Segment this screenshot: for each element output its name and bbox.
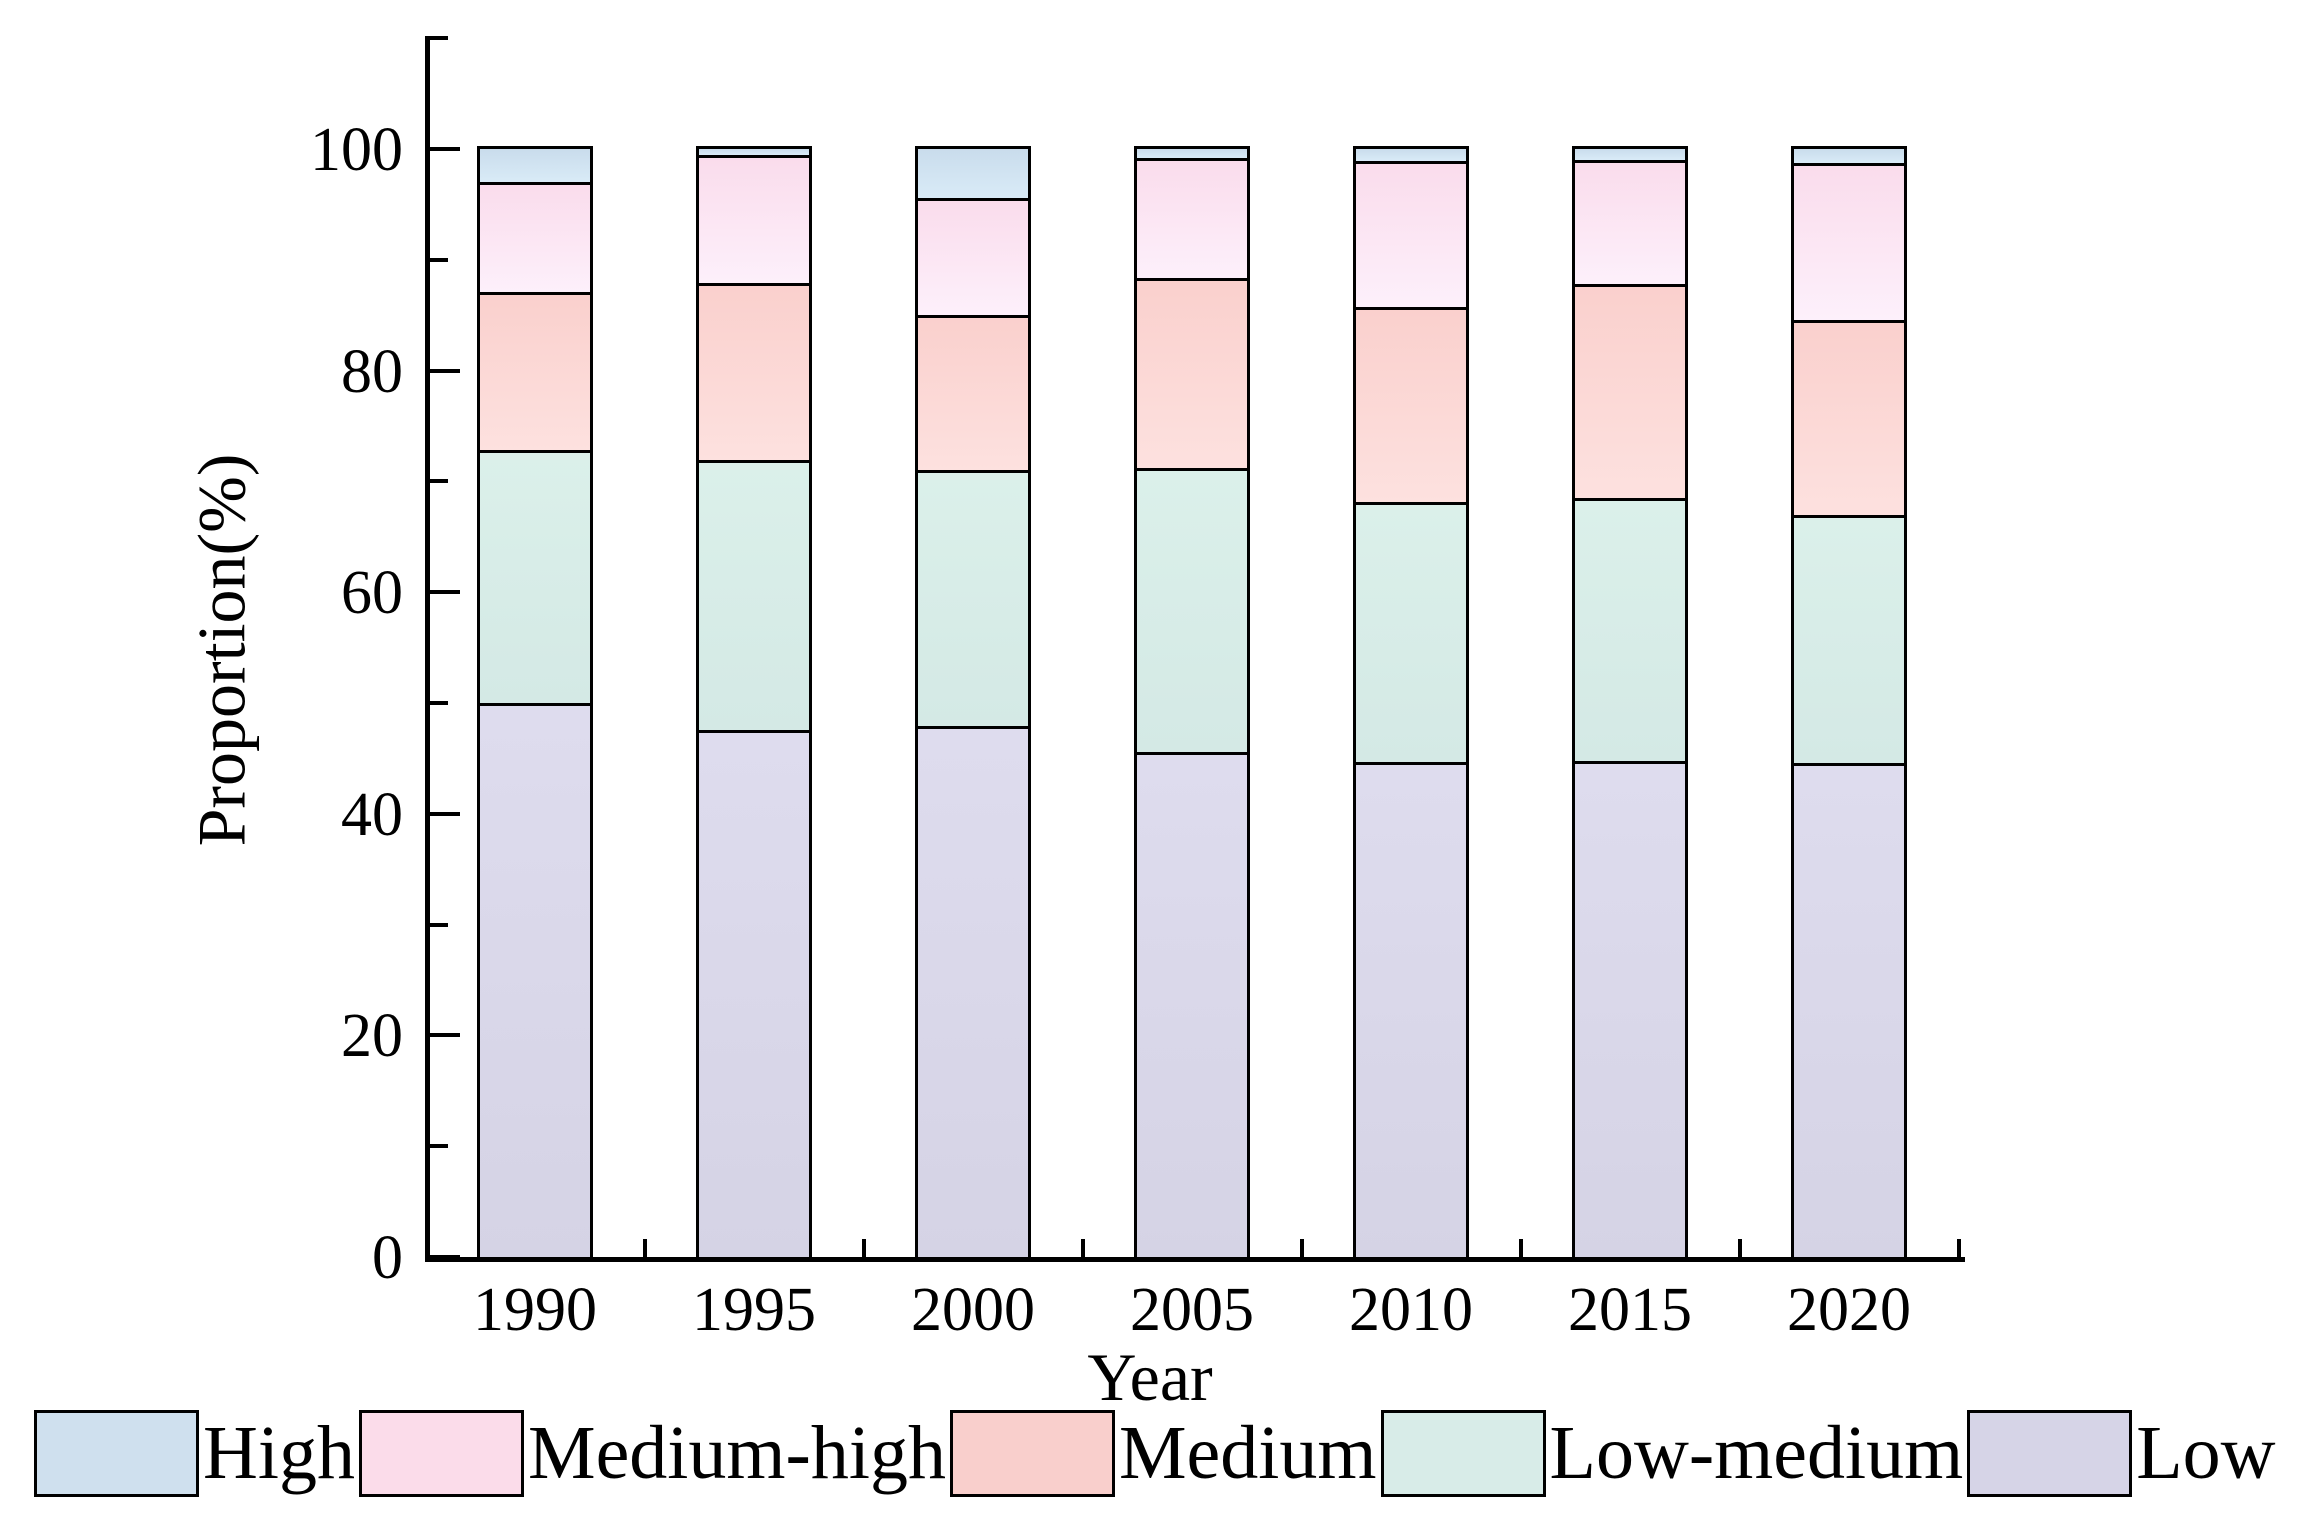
bar-segment-medium-high xyxy=(1137,157,1247,278)
bar-segment-high xyxy=(918,149,1028,198)
bar-segment-medium xyxy=(1794,319,1904,515)
x-tick-label: 1990 xyxy=(473,1276,597,1344)
x-tick-label: 2000 xyxy=(911,1276,1035,1344)
bar-segment-medium xyxy=(1137,277,1247,469)
x-minor-tick xyxy=(861,1239,866,1257)
bar-segment-medium xyxy=(480,291,590,451)
bar-segment-low xyxy=(918,726,1028,1257)
bar-segment-low-medium xyxy=(480,450,590,703)
bar-segment-low xyxy=(1794,762,1904,1257)
x-tick-label: 2015 xyxy=(1568,1276,1692,1344)
y-tick-label: 100 xyxy=(310,116,403,184)
bar-2005 xyxy=(1134,146,1250,1260)
x-minor-tick xyxy=(1299,1239,1304,1257)
y-tick-label: 40 xyxy=(341,780,403,849)
legend-swatch-high xyxy=(34,1410,199,1497)
bar-segment-high xyxy=(1137,149,1247,158)
legend-swatch-medium-high xyxy=(359,1410,524,1497)
y-major-tick xyxy=(430,590,460,595)
y-major-tick xyxy=(430,368,460,373)
legend-swatch-low-medium xyxy=(1380,1410,1546,1497)
bar-segment-low-medium xyxy=(1794,514,1904,763)
y-minor-tick xyxy=(430,1144,448,1149)
bar-segment-high xyxy=(1356,149,1466,162)
bar-segment-low xyxy=(480,702,590,1257)
bar-segment-low-medium xyxy=(699,460,809,730)
legend-label: Medium xyxy=(1118,1411,1377,1495)
bar-segment-medium-high xyxy=(918,197,1028,316)
legend-item-high: High xyxy=(34,1410,359,1497)
bar-segment-low xyxy=(699,729,809,1257)
x-minor-tick xyxy=(642,1239,647,1257)
bar-segment-low-medium xyxy=(1356,502,1466,762)
legend-label: Medium-high xyxy=(528,1411,946,1495)
y-major-tick xyxy=(430,1255,460,1259)
y-tick-label: 60 xyxy=(341,559,403,628)
bar-segment-low-medium xyxy=(1575,498,1685,761)
legend-item-low: Low xyxy=(1967,1410,2279,1497)
legend-item-low-medium: Low-medium xyxy=(1380,1410,1968,1497)
x-tick-label: 2020 xyxy=(1787,1276,1911,1344)
bar-2000 xyxy=(915,146,1031,1260)
y-minor-tick xyxy=(430,36,448,41)
bar-2020 xyxy=(1791,146,1907,1260)
bar-segment-high xyxy=(480,149,590,183)
y-major-tick xyxy=(430,1033,460,1038)
y-axis-line xyxy=(425,36,430,1262)
legend-label: Low xyxy=(2136,1411,2276,1495)
legend-item-medium: Medium xyxy=(949,1410,1381,1497)
x-minor-tick xyxy=(1956,1239,1961,1257)
bar-segment-medium-high xyxy=(480,182,590,292)
bar-2010 xyxy=(1353,146,1469,1260)
x-minor-tick xyxy=(1080,1239,1085,1257)
bar-segment-high xyxy=(699,149,809,155)
bar-segment-medium xyxy=(699,283,809,461)
bar-segment-high xyxy=(1575,149,1685,161)
bar-segment-medium-high xyxy=(1575,160,1685,285)
bar-segment-medium-high xyxy=(699,154,809,284)
y-tick-label: 80 xyxy=(341,337,403,406)
bar-segment-high xyxy=(1794,149,1904,164)
bar-segment-medium xyxy=(918,315,1028,471)
y-tick-label: 0 xyxy=(372,1224,403,1292)
bar-segment-low xyxy=(1356,761,1466,1257)
bar-2015 xyxy=(1572,146,1688,1260)
bar-segment-medium-high xyxy=(1794,163,1904,320)
y-major-tick xyxy=(430,147,460,151)
bar-segment-medium-high xyxy=(1356,161,1466,308)
x-tick-label: 1995 xyxy=(692,1276,816,1344)
x-tick-label: 2010 xyxy=(1349,1276,1473,1344)
x-minor-tick xyxy=(1737,1239,1742,1257)
y-minor-tick xyxy=(430,257,448,262)
bar-segment-low xyxy=(1137,751,1247,1257)
legend-label: Low-medium xyxy=(1549,1411,1964,1495)
bar-1990 xyxy=(477,146,593,1260)
bar-segment-medium xyxy=(1575,284,1685,499)
chart-legend: High Medium-high Medium Low-medium Low xyxy=(34,1410,2276,1497)
legend-swatch-medium xyxy=(949,1410,1115,1497)
x-axis-title: Year xyxy=(1087,1339,1213,1415)
legend-item-medium-high: Medium-high xyxy=(359,1410,950,1497)
x-tick-label: 2005 xyxy=(1130,1276,1254,1344)
y-minor-tick xyxy=(430,479,448,484)
bar-1995 xyxy=(696,146,812,1260)
bar-segment-low xyxy=(1575,760,1685,1257)
x-minor-tick xyxy=(1518,1239,1523,1257)
y-minor-tick xyxy=(430,922,448,927)
y-major-tick xyxy=(430,811,460,816)
y-minor-tick xyxy=(430,701,448,705)
y-tick-label: 20 xyxy=(341,1002,403,1071)
legend-swatch-low xyxy=(1967,1410,2133,1497)
bar-segment-low-medium xyxy=(1137,468,1247,752)
bar-segment-low-medium xyxy=(918,470,1028,727)
legend-label: High xyxy=(203,1411,355,1495)
bar-segment-medium xyxy=(1356,307,1466,503)
